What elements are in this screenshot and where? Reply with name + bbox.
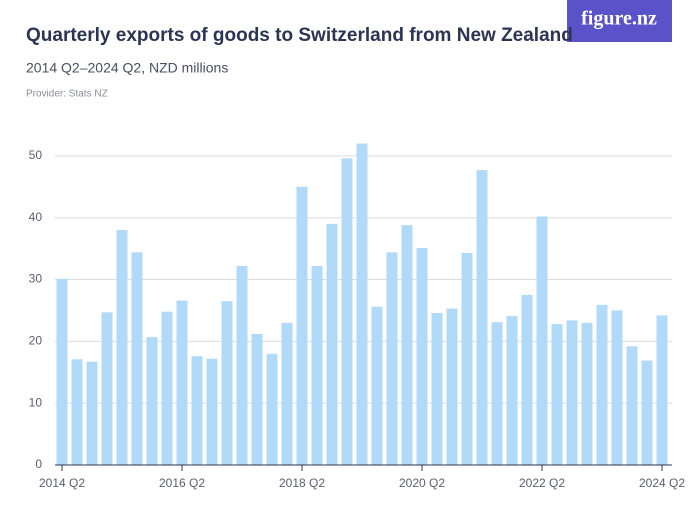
x-tick-label: 2014 Q2 [39, 476, 85, 490]
y-tick-label: 40 [29, 210, 43, 224]
bar [176, 300, 188, 465]
x-tick-label: 2024 Q2 [639, 476, 685, 490]
bar [416, 248, 428, 465]
bar [521, 295, 533, 465]
chart-title: Quarterly exports of goods to Switzerlan… [26, 25, 573, 46]
bar [221, 301, 233, 465]
y-tick-label: 20 [29, 334, 43, 348]
bar [161, 311, 173, 465]
bar [506, 316, 518, 465]
bar [101, 312, 113, 465]
bar [296, 186, 308, 465]
y-tick-label: 0 [35, 457, 42, 471]
bar [551, 324, 563, 465]
bar [431, 312, 443, 465]
x-tick-label: 2016 Q2 [159, 476, 205, 490]
bar [626, 346, 638, 465]
bar [491, 322, 503, 465]
bar [116, 230, 128, 465]
bar [461, 252, 473, 465]
bar [326, 223, 338, 465]
bar [191, 356, 203, 465]
bar [311, 265, 323, 465]
bar [401, 225, 413, 465]
bar [566, 320, 578, 465]
subtitle: 2014 Q2–2024 Q2, NZD millions [26, 60, 228, 76]
bar [476, 170, 488, 466]
logo: figure.nz [581, 8, 657, 30]
bar [656, 315, 668, 465]
bar [206, 358, 218, 465]
x-tick-label: 2020 Q2 [399, 476, 445, 490]
bar [86, 361, 98, 465]
bar [596, 304, 608, 465]
y-tick-label: 30 [29, 272, 43, 286]
y-tick-label: 10 [29, 395, 43, 409]
x-tick-label: 2022 Q2 [519, 476, 565, 490]
provider: Provider: Stats NZ [26, 89, 108, 100]
bar [236, 265, 248, 465]
bar [251, 333, 263, 465]
bar [446, 308, 458, 465]
x-tick-label: 2018 Q2 [279, 476, 325, 490]
bar [371, 306, 383, 465]
bar [281, 322, 293, 465]
bar [266, 353, 278, 465]
bar [71, 359, 83, 465]
bar [386, 252, 398, 465]
bar [356, 143, 368, 465]
bar [536, 216, 548, 465]
bar [341, 158, 353, 465]
bar [611, 310, 623, 465]
bar [56, 278, 68, 465]
bar [131, 252, 143, 465]
y-tick-label: 50 [29, 148, 43, 162]
bar [641, 360, 653, 465]
bar [581, 322, 593, 465]
logo-box [567, 0, 672, 42]
bar [146, 337, 158, 465]
